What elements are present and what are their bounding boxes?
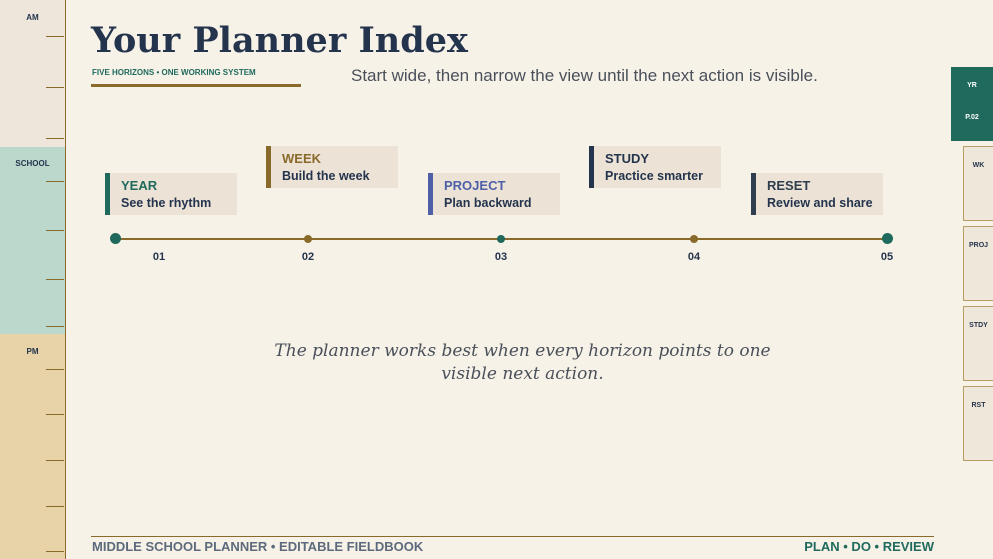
horizon-card-year[interactable]: YEAR See the rhythm [105, 173, 237, 215]
page-kicker: FIVE HORIZONS • ONE WORKING SYSTEM [92, 68, 256, 77]
step-number: 04 [687, 251, 701, 263]
step-number: 02 [301, 251, 315, 263]
step-number: 01 [152, 251, 166, 263]
card-heading: PROJECT [444, 178, 506, 193]
step-number: 03 [494, 251, 508, 263]
rail-tick [46, 36, 64, 37]
timeline-node-year [110, 233, 121, 244]
card-accent [105, 173, 110, 215]
am-band [0, 0, 65, 147]
timeline-node-study [690, 235, 698, 243]
tab-study[interactable]: STDY [963, 306, 993, 381]
rail-tick [46, 551, 64, 552]
footer-rule [91, 536, 934, 537]
card-accent [589, 146, 594, 188]
horizon-card-study[interactable]: STUDY Practice smarter [589, 146, 721, 188]
tab-year-active[interactable]: YR P.02 [951, 67, 993, 141]
footer-right-text: PLAN • DO • REVIEW [804, 539, 934, 554]
tab-week[interactable]: WK [963, 146, 993, 221]
card-heading: RESET [767, 178, 811, 193]
time-rail: AM SCHOOL PM [0, 0, 66, 559]
timeline-node-project [497, 235, 505, 243]
card-subtitle: Review and share [767, 196, 873, 210]
rail-tick [46, 138, 64, 139]
card-subtitle: Practice smarter [605, 169, 703, 183]
tab-project[interactable]: PROJ [963, 226, 993, 301]
guiding-quote: The planner works best when every horizo… [274, 341, 771, 384]
school-label: SCHOOL [15, 159, 50, 168]
card-accent [751, 173, 756, 215]
rail-tick [46, 326, 64, 327]
rail-tick [46, 87, 64, 88]
horizon-card-week[interactable]: WEEK Build the week [266, 146, 398, 188]
intro-text: Start wide, then narrow the view until t… [351, 66, 818, 85]
timeline-node-reset [882, 233, 893, 244]
card-subtitle: Plan backward [444, 196, 532, 210]
rail-tick [46, 181, 64, 182]
card-heading: STUDY [605, 151, 650, 166]
horizon-card-reset[interactable]: RESET Review and share [751, 173, 883, 215]
page-title: Your Planner Index [91, 20, 468, 61]
tab-label: YR [967, 82, 977, 89]
kicker-rule [91, 84, 301, 87]
card-accent [266, 146, 271, 188]
rail-tick [46, 279, 64, 280]
rail-tick [46, 230, 64, 231]
rail-tick [46, 460, 64, 461]
card-accent [428, 173, 433, 215]
footer-left-text: MIDDLE SCHOOL PLANNER • EDITABLE FIELDBO… [92, 539, 424, 554]
card-heading: WEEK [282, 151, 321, 166]
timeline-node-week [304, 235, 312, 243]
tab-reset[interactable]: RST [963, 386, 993, 461]
card-subtitle: Build the week [282, 169, 370, 183]
card-heading: YEAR [121, 178, 158, 193]
pm-band [0, 334, 65, 559]
horizon-card-project[interactable]: PROJECT Plan backward [428, 173, 560, 215]
rail-tick [46, 506, 64, 507]
am-label: AM [26, 13, 39, 22]
card-subtitle: See the rhythm [121, 196, 212, 210]
pm-label: PM [26, 347, 39, 356]
rail-tick [46, 414, 64, 415]
step-number: 05 [880, 251, 894, 263]
page-number: P.02 [965, 114, 979, 121]
school-band [0, 147, 65, 334]
rail-tick [46, 369, 64, 370]
